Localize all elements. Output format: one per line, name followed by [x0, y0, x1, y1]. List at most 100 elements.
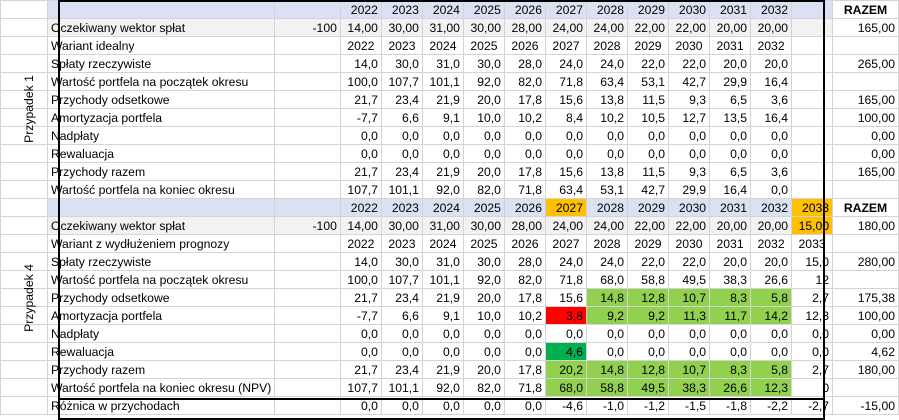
year-header-cell[interactable]: 2023 — [380, 198, 423, 217]
value-cell[interactable]: 2026 — [503, 234, 546, 253]
row-name-cell[interactable]: Rewaluacja — [46, 144, 276, 163]
total-cell[interactable]: 180,00 — [832, 216, 899, 235]
value-cell[interactable] — [791, 90, 834, 109]
row-name-cell[interactable]: Różnica w przychodach — [46, 396, 276, 415]
value-cell[interactable]: 38,3 — [668, 378, 711, 397]
value-cell[interactable]: 30,0 — [380, 252, 423, 271]
value-cell[interactable]: 0,0 — [462, 126, 505, 145]
value-cell[interactable] — [791, 18, 834, 37]
value-cell[interactable]: 0,0 — [421, 126, 464, 145]
value-cell[interactable]: 14,0 — [339, 54, 382, 73]
value-cell[interactable]: 20,00 — [750, 18, 793, 37]
value-cell[interactable]: 0,0 — [380, 324, 423, 343]
value-cell[interactable]: 107,7 — [380, 72, 423, 91]
value-cell[interactable]: 0,0 — [503, 396, 546, 415]
value-cell[interactable]: 22,00 — [668, 18, 711, 37]
value-cell[interactable]: 3,6 — [750, 90, 793, 109]
value-cell[interactable]: 0,0 — [668, 144, 711, 163]
initial-value-cell[interactable] — [274, 180, 341, 199]
value-cell[interactable]: 21,7 — [339, 162, 382, 181]
value-cell[interactable]: 2032 — [750, 36, 793, 55]
value-cell[interactable]: 20,0 — [462, 162, 505, 181]
initial-value-cell[interactable]: -100 — [274, 216, 341, 235]
initial-value-cell[interactable] — [274, 252, 341, 271]
total-cell[interactable]: 180,00 — [832, 360, 899, 379]
value-cell[interactable]: 9,2 — [627, 306, 670, 325]
value-cell[interactable]: 12 — [791, 270, 834, 289]
value-cell[interactable]: 17,8 — [503, 288, 546, 307]
value-cell[interactable]: 2026 — [503, 36, 546, 55]
value-cell[interactable]: 28,0 — [503, 54, 546, 73]
year-header-cell[interactable]: 2029 — [627, 198, 670, 217]
row-name-cell[interactable]: Nadpłaty — [46, 126, 276, 145]
value-cell[interactable]: 2027 — [544, 234, 588, 253]
value-cell[interactable]: 0,0 — [709, 126, 752, 145]
value-cell[interactable]: 0,0 — [627, 144, 670, 163]
row-name-cell[interactable]: Oczekiwany wektor spłat — [46, 18, 276, 37]
value-cell[interactable]: 10,2 — [585, 108, 629, 127]
value-cell[interactable]: 0,0 — [668, 342, 711, 361]
value-cell[interactable]: 24,00 — [585, 216, 629, 235]
total-cell[interactable]: 175,38 — [832, 288, 899, 307]
value-cell[interactable]: 22,0 — [627, 54, 670, 73]
value-cell[interactable]: 38,3 — [709, 270, 752, 289]
value-cell[interactable]: 0,0 — [339, 126, 382, 145]
total-cell[interactable]: 265,00 — [832, 54, 899, 73]
value-cell[interactable]: 2028 — [585, 234, 629, 253]
value-cell[interactable]: 28,0 — [503, 252, 546, 271]
value-cell[interactable]: 20,0 — [709, 252, 752, 271]
value-cell[interactable]: 10,2 — [503, 108, 546, 127]
value-cell[interactable]: 12,8 — [627, 360, 670, 379]
value-cell[interactable]: 28,00 — [503, 216, 546, 235]
value-cell[interactable]: 23,4 — [380, 360, 423, 379]
year-header-cell[interactable]: 2024 — [421, 0, 464, 19]
value-cell[interactable]: 0,0 — [544, 324, 588, 343]
value-cell[interactable]: 100,0 — [339, 72, 382, 91]
value-cell[interactable]: 0,0 — [462, 144, 505, 163]
value-cell[interactable]: 82,0 — [503, 270, 546, 289]
value-cell[interactable]: 20,0 — [709, 54, 752, 73]
value-cell[interactable]: 16,4 — [709, 180, 752, 199]
value-cell[interactable]: 21,9 — [421, 288, 464, 307]
total-cell[interactable]: 165,00 — [832, 90, 899, 109]
value-cell[interactable]: 11,7 — [709, 306, 752, 325]
initial-value-cell[interactable] — [274, 54, 341, 73]
value-cell[interactable]: 2030 — [668, 234, 711, 253]
value-cell[interactable]: 9,3 — [668, 162, 711, 181]
total-cell[interactable]: 0,00 — [832, 324, 899, 343]
value-cell[interactable]: 92,0 — [421, 180, 464, 199]
value-cell[interactable]: 21,9 — [421, 162, 464, 181]
value-cell[interactable]: 0,0 — [462, 396, 505, 415]
value-cell[interactable]: 5,8 — [750, 360, 793, 379]
value-cell[interactable]: 49,5 — [668, 270, 711, 289]
initial-value-cell[interactable] — [274, 378, 341, 397]
value-cell[interactable] — [791, 36, 834, 55]
value-cell[interactable]: 2025 — [462, 234, 505, 253]
value-cell[interactable]: 0,0 — [585, 342, 629, 361]
initial-value-cell[interactable] — [274, 360, 341, 379]
year-header-cell[interactable]: 2025 — [462, 198, 505, 217]
value-cell[interactable]: 9,1 — [421, 306, 464, 325]
value-cell[interactable]: 82,0 — [462, 180, 505, 199]
year-header-cell[interactable]: 2033 — [791, 198, 834, 217]
value-cell[interactable]: 0,0 — [503, 324, 546, 343]
value-cell[interactable]: 0 — [791, 378, 834, 397]
total-cell[interactable] — [832, 72, 899, 91]
value-cell[interactable]: 0,0 — [627, 342, 670, 361]
value-cell[interactable]: 11,3 — [668, 306, 711, 325]
value-cell[interactable]: 0,0 — [627, 324, 670, 343]
value-cell[interactable]: 24,00 — [544, 216, 588, 235]
value-cell[interactable]: 2024 — [421, 234, 464, 253]
total-cell[interactable] — [832, 270, 899, 289]
value-cell[interactable]: 0,0 — [709, 324, 752, 343]
value-cell[interactable]: -1,8 — [709, 396, 752, 415]
value-cell[interactable]: 0,0 — [380, 342, 423, 361]
value-cell[interactable] — [791, 54, 834, 73]
initial-value-cell[interactable] — [274, 270, 341, 289]
value-cell[interactable]: 0,0 — [668, 324, 711, 343]
value-cell[interactable]: 2023 — [380, 234, 423, 253]
value-cell[interactable]: 71,8 — [503, 180, 546, 199]
value-cell[interactable]: 20,00 — [709, 216, 752, 235]
value-cell[interactable]: 17,8 — [503, 162, 546, 181]
razem-header-cell[interactable]: RAZEM — [832, 0, 899, 19]
